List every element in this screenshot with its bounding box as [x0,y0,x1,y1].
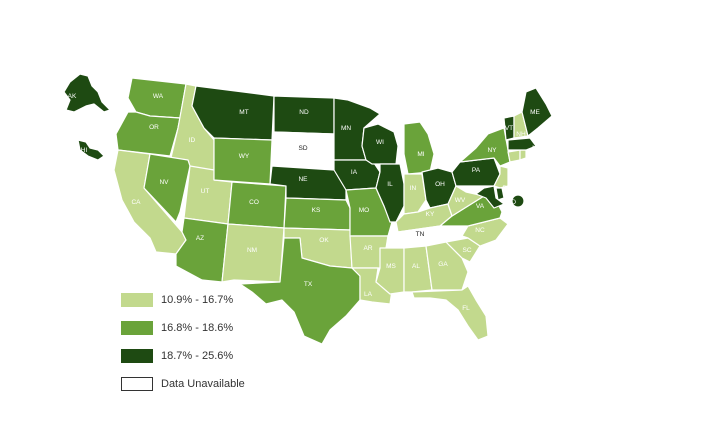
label-la: LA [364,291,373,298]
label-nh: NH [516,131,526,138]
label-ak: AK [68,93,77,100]
label-wa: WA [153,93,164,100]
state-wy [213,137,273,185]
label-mt: MT [239,109,248,116]
state-ct [507,149,521,163]
label-me: ME [530,109,540,116]
label-md: MD [506,199,516,206]
label-tn: TN [416,231,425,238]
state-nv [143,153,191,223]
label-wv: WV [455,197,466,204]
label-ca: CA [131,199,141,206]
label-ms: MS [386,263,396,270]
state-ks [283,197,351,231]
state-md [475,185,505,209]
state-me [521,87,553,137]
label-mn: MN [341,125,351,132]
label-ri: RI [527,153,534,160]
label-fl: FL [462,305,470,312]
legend: 10.9% - 16.7% 16.8% - 18.6% 18.7% - 25.6… [121,292,245,404]
label-ne: NE [298,176,308,183]
label-ma: MA [532,145,542,152]
label-nd: ND [299,109,309,116]
label-hi: HI [81,147,88,154]
label-nv: NV [159,179,169,186]
state-az [175,217,229,283]
state-tx [239,237,361,345]
label-nc: NC [475,227,485,234]
state-in [403,173,427,215]
legend-row-low: 10.9% - 16.7% [121,292,245,308]
label-ok: OK [319,237,329,244]
label-al: AL [412,263,420,270]
label-mi: MI [417,151,424,158]
legend-swatch-mid [121,321,153,335]
state-nm [221,223,285,283]
label-sc: SC [462,247,471,254]
label-ny: NY [487,147,497,154]
label-nm: NM [247,247,257,254]
state-mi [403,121,435,175]
label-oh: OH [435,181,445,188]
legend-swatch-unavailable [121,377,153,391]
legend-label-low: 10.9% - 16.7% [161,294,234,306]
legend-label-unavailable: Data Unavailable [161,378,245,390]
label-va: VA [476,203,485,210]
label-az: AZ [196,235,204,242]
legend-label-mid: 16.8% - 18.6% [161,322,234,334]
label-pa: PA [472,167,481,174]
label-or: OR [149,124,159,131]
legend-row-high: 18.7% - 25.6% [121,348,245,364]
legend-swatch-low [121,293,153,307]
label-co: CO [249,199,259,206]
label-in: IN [410,185,417,192]
state-dc [511,194,525,208]
label-ga: GA [438,261,448,268]
label-de: DE [502,185,512,192]
label-nj: NJ [511,176,519,183]
label-wi: WI [376,139,384,146]
state-ri [519,149,527,161]
label-ia: IA [351,169,358,176]
label-vt: VT [505,125,513,132]
label-dc: D.C. [527,196,540,203]
legend-row-unavailable: Data Unavailable [121,376,245,392]
state-fl [411,285,489,341]
label-sd: SD [298,145,307,152]
label-ct: CT [517,165,526,172]
label-ks: KS [312,207,321,214]
state-de [495,187,505,201]
label-ky: KY [426,211,435,218]
legend-swatch-high [121,349,153,363]
legend-label-high: 18.7% - 25.6% [161,350,234,362]
label-il: IL [387,181,393,188]
label-ut: UT [201,188,210,195]
label-mo: MO [359,207,369,214]
state-or [115,111,181,157]
state-sc [445,237,481,263]
state-la [351,267,393,305]
state-hi [77,139,105,161]
state-ma [507,137,537,151]
label-id: ID [189,137,196,144]
state-ak [63,73,111,113]
state-il [375,163,405,223]
label-wy: WY [239,153,250,160]
legend-row-mid: 16.8% - 18.6% [121,320,245,336]
label-ar: AR [363,245,372,252]
label-tx: TX [304,281,313,288]
